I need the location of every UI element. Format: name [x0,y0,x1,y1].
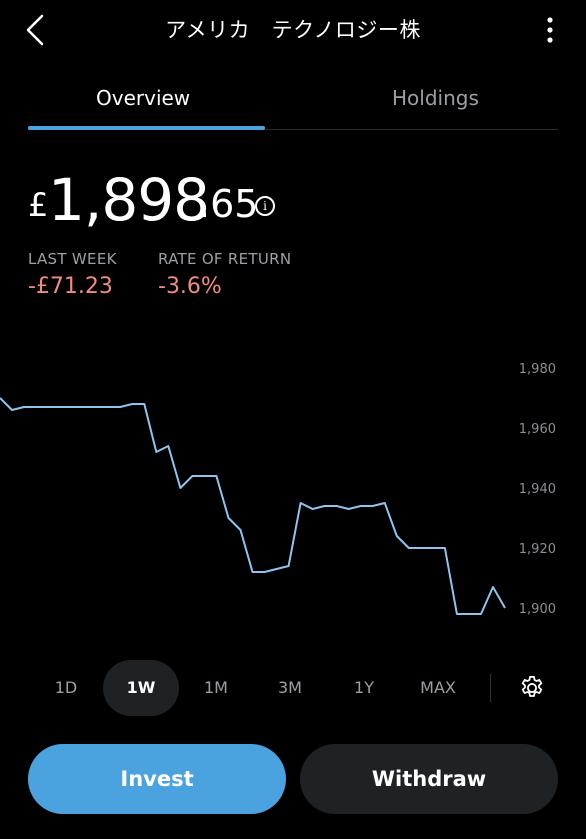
app-header: アメリカ テクノロジー株 [0,0,586,60]
back-arrow-icon[interactable] [18,12,54,48]
withdraw-button[interactable]: Withdraw [300,744,558,814]
y-tick-label: 1,980 [519,362,556,377]
tab-overview[interactable]: Overview [96,86,191,110]
rate-of-return-label: RATE OF RETURN [158,250,292,268]
last-week-value: -£71.23 [28,274,113,299]
range-selector: 1D 1W 1M 3M 1Y MAX [28,660,558,716]
last-week-stat: LAST WEEK -£71.23 [28,250,117,299]
range-max[interactable]: MAX [420,678,456,697]
range-3m[interactable]: 3M [278,678,302,697]
page-title: アメリカ テクノロジー株 [165,18,421,42]
y-tick-label: 1,900 [519,602,556,617]
value-integer: 1,898 [48,166,210,234]
price-chart[interactable]: 1,980 1,960 1,940 1,920 1,900 [0,340,586,640]
tab-divider [28,129,558,130]
y-tick-label: 1,960 [519,422,556,437]
active-tab-indicator [28,126,265,130]
range-1m[interactable]: 1M [204,678,228,697]
range-1y[interactable]: 1Y [354,678,374,697]
info-icon[interactable]: i [255,196,275,216]
last-week-label: LAST WEEK [28,250,117,268]
gear-icon[interactable] [518,674,546,702]
range-divider [490,674,491,702]
rate-of-return-value: -3.6% [158,274,222,299]
y-tick-label: 1,920 [519,542,556,557]
y-tick-label: 1,940 [519,482,556,497]
range-1d[interactable]: 1D [54,678,78,697]
value-decimal: .65 [198,182,259,226]
invest-button[interactable]: Invest [28,744,286,814]
tab-holdings[interactable]: Holdings [392,86,479,110]
more-options-icon[interactable] [538,14,562,46]
currency-symbol: £ [28,186,49,224]
rate-of-return-stat: RATE OF RETURN -3.6% [158,250,291,299]
price-line [0,397,506,615]
range-1w[interactable]: 1W [103,660,179,716]
tab-bar: Overview Holdings [28,80,558,134]
